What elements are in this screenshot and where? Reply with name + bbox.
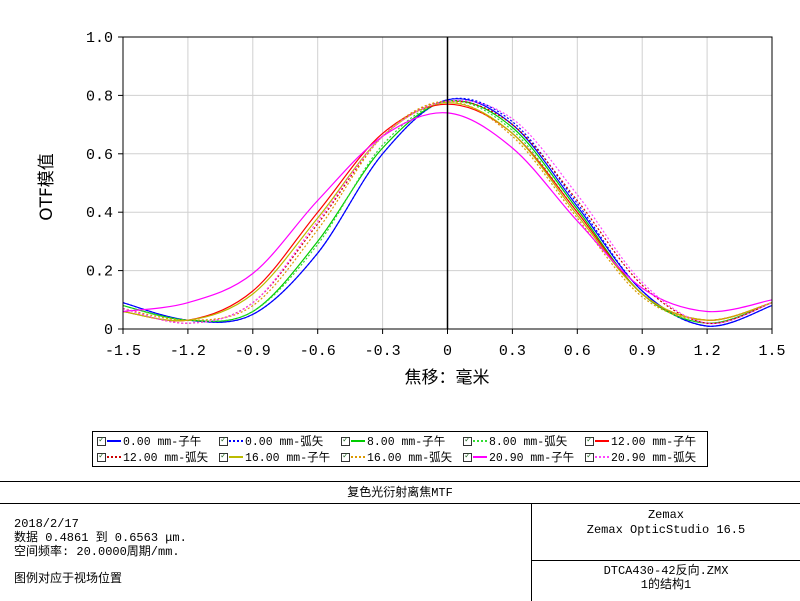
legend-line-swatch [351, 440, 365, 442]
legend-item[interactable]: ✓ 0.00 mm-子午 [97, 433, 219, 449]
wavelength-range-text: 数据 0.4861 到 0.6563 μm. [14, 531, 187, 545]
y-tick-label: 0.8 [86, 88, 113, 105]
date-text: 2018/2/17 [14, 517, 79, 531]
legend-line-swatch [107, 456, 121, 458]
legend-label: 8.00 mm-弧矢 [489, 436, 568, 449]
legend-checkbox-icon[interactable]: ✓ [97, 436, 106, 446]
legend-item[interactable]: ✓ 0.00 mm-弧矢 [219, 433, 341, 449]
legend-item[interactable]: ✓ 16.00 mm-弧矢 [341, 449, 463, 465]
file-name: DTCA430-42反向.ZMX [603, 564, 729, 578]
legend-line-swatch [229, 456, 243, 458]
y-tick-label: 0 [104, 322, 113, 339]
x-axis-label: 焦移：毫米 [405, 368, 490, 388]
company-name: Zemax [647, 508, 684, 522]
x-tick-label: 0.3 [499, 343, 526, 360]
legend-item[interactable]: ✓ 20.90 mm-子午 [463, 449, 585, 465]
x-tick-label: 0.6 [564, 343, 591, 360]
legend-line-swatch [473, 440, 487, 442]
y-tick-label: 0.4 [86, 205, 113, 222]
y-tick-label: 0.2 [86, 264, 113, 281]
plot-title: 复色光衍射离焦MTF [0, 482, 800, 504]
legend-checkbox-icon[interactable]: ✓ [585, 452, 594, 462]
x-tick-label: -0.3 [365, 343, 401, 360]
legend-label: 12.00 mm-弧矢 [123, 452, 209, 465]
x-tick-label: 1.5 [758, 343, 785, 360]
x-tick-label: 0.9 [629, 343, 656, 360]
legend-checkbox-icon[interactable]: ✓ [463, 452, 472, 462]
mtf-chart: -1.5 -1.2 -0.9 -0.6 -0.3 0 0.3 0.6 0.9 1.2 1.5 0 0.2… [37, 30, 786, 388]
footer-details: 2018/2/17 数据 0.4861 到 0.6563 μm. 空间频率: 2… [14, 517, 514, 559]
legend-checkbox-icon[interactable]: ✓ [341, 436, 350, 446]
file-info: DTCA430-42反向.ZMX 1的结构1 [532, 564, 800, 592]
legend-item[interactable]: ✓ 16.00 mm-子午 [219, 449, 341, 465]
series-line [122, 97, 773, 327]
legend-line-swatch [229, 440, 243, 442]
product-name: Zemax OpticStudio 16.5 [586, 523, 746, 537]
legend-checkbox-icon[interactable]: ✓ [341, 452, 350, 462]
legend-line-swatch [595, 456, 609, 458]
configuration-text: 1的结构1 [640, 578, 692, 592]
x-tick-label: -0.6 [300, 343, 336, 360]
legend-label: 16.00 mm-弧矢 [367, 452, 453, 465]
legend-line-swatch [595, 440, 609, 442]
legend-label: 16.00 mm-子午 [245, 452, 331, 465]
legend-item[interactable]: ✓ 12.00 mm-弧矢 [97, 449, 219, 465]
y-axis-label: OTF模值 [37, 153, 57, 221]
legend-note: 图例对应于视场位置 [14, 572, 123, 586]
legend-label: 20.90 mm-子午 [489, 452, 575, 465]
legend-checkbox-icon[interactable]: ✓ [219, 436, 228, 446]
legend-item[interactable]: ✓ 8.00 mm-子午 [341, 433, 463, 449]
legend-checkbox-icon[interactable]: ✓ [97, 452, 106, 462]
x-tick-label: 1.2 [694, 343, 721, 360]
legend-label: 0.00 mm-弧矢 [245, 436, 324, 449]
legend: ✓ 0.00 mm-子午 ✓ 0.00 mm-弧矢 ✓ 8.00 mm-子午 ✓ 8.00 m… [92, 431, 708, 467]
footer-divider-vertical [531, 504, 532, 601]
legend-label: 20.90 mm-弧矢 [611, 452, 697, 465]
series-line [122, 100, 773, 321]
legend-checkbox-icon[interactable]: ✓ [463, 436, 472, 446]
legend-checkbox-icon[interactable]: ✓ [219, 452, 228, 462]
legend-label: 0.00 mm-子午 [123, 436, 202, 449]
legend-label: 8.00 mm-子午 [367, 436, 446, 449]
series-line [122, 99, 773, 325]
legend-checkbox-icon[interactable]: ✓ [585, 436, 594, 446]
axis-ticks: -1.5 -1.2 -0.9 -0.6 -0.3 0 0.3 0.6 0.9 1.2 1.5 0 0.2… [86, 30, 786, 360]
spatial-frequency-text: 空间频率: 20.0000周期/mm. [14, 545, 180, 559]
y-tick-label: 1.0 [86, 30, 113, 47]
legend-item[interactable]: ✓ 8.00 mm-弧矢 [463, 433, 585, 449]
software-info: Zemax Zemax OpticStudio 16.5 [532, 508, 800, 538]
x-tick-label: -0.9 [235, 343, 271, 360]
x-tick-label: -1.2 [170, 343, 206, 360]
x-tick-label: 0 [443, 343, 452, 360]
legend-line-swatch [107, 440, 121, 442]
footer-info-panel: 复色光衍射离焦MTF 2018/2/17 数据 0.4861 到 0.6563 … [0, 481, 800, 601]
x-tick-label: -1.5 [105, 343, 141, 360]
legend-label: 12.00 mm-子午 [611, 436, 697, 449]
legend-line-swatch [351, 456, 365, 458]
footer-divider-horizontal [531, 560, 800, 561]
legend-item[interactable]: ✓ 20.90 mm-弧矢 [585, 449, 707, 465]
legend-item[interactable]: ✓ 12.00 mm-子午 [585, 433, 707, 449]
legend-line-swatch [473, 456, 487, 458]
y-tick-label: 0.6 [86, 147, 113, 164]
